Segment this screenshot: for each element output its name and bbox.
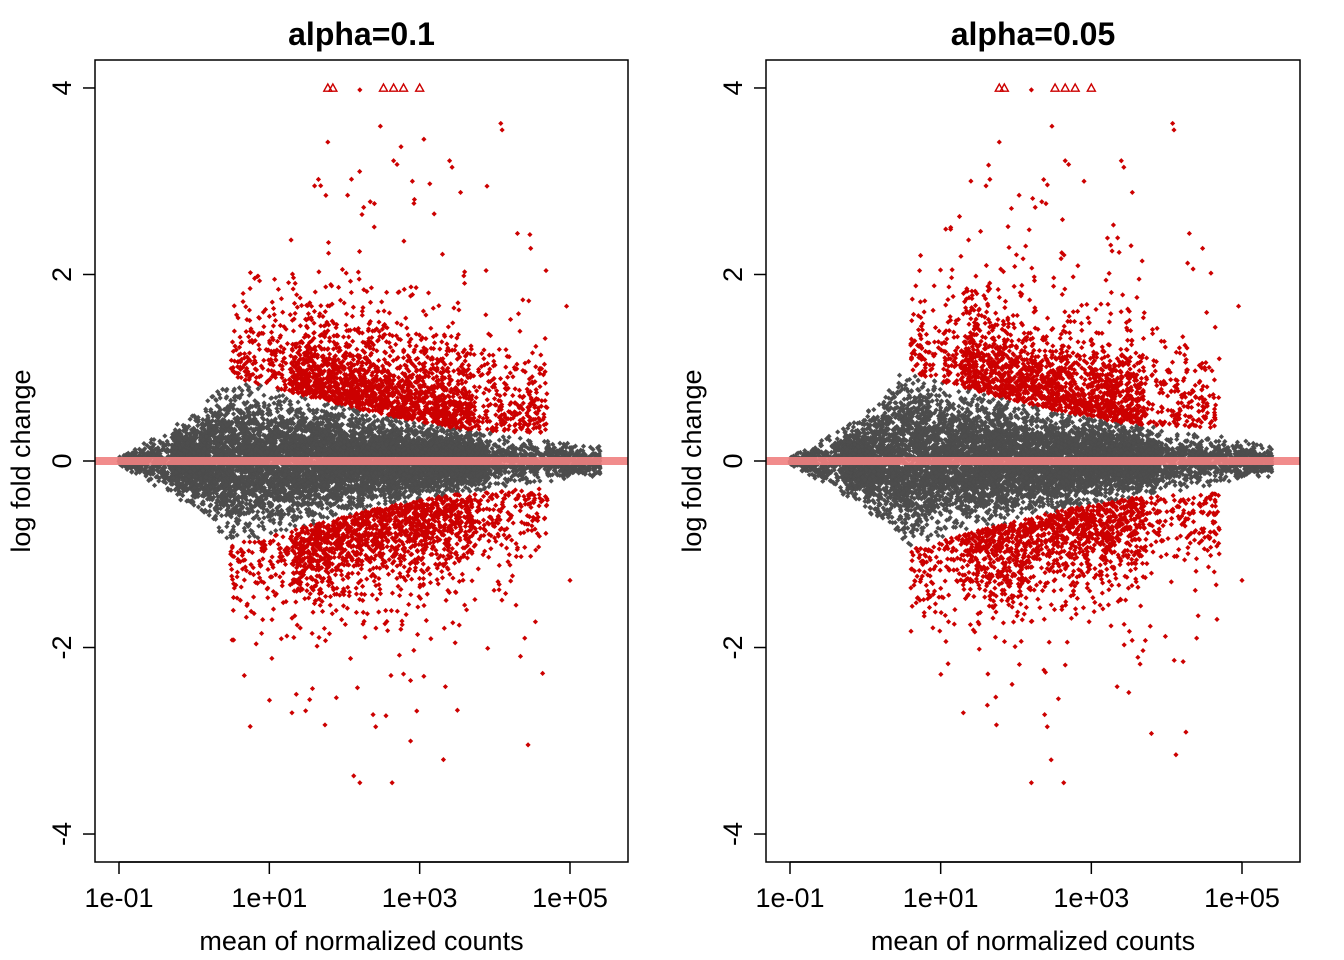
points-layer: [116, 84, 602, 785]
nonsig-point: [507, 435, 512, 440]
nonsig-point: [175, 422, 180, 427]
nonsig-point: [219, 513, 224, 518]
nonsig-point: [256, 523, 261, 528]
nonsig-point: [162, 433, 167, 438]
nonsig-point: [549, 478, 554, 483]
nonsig-point: [205, 398, 210, 403]
nonsig-point: [231, 411, 236, 416]
nonsig-point: [225, 520, 230, 525]
nonsig-point: [287, 522, 292, 527]
nonsig-point: [532, 479, 537, 484]
nonsig-point: [512, 478, 517, 483]
nonsig-point: [178, 497, 183, 502]
nonsig-point: [261, 515, 266, 520]
nonsig-point: [581, 444, 586, 449]
nonsig-point: [273, 528, 278, 533]
ma-plot-panel-alpha-0.1: 1e-01 1e+01 1e+03 1e+05-4-2024alpha=0.1mean…: [6, 16, 628, 956]
nonsig-point: [268, 530, 273, 535]
nonsig-point: [305, 402, 310, 407]
nonsig-point: [152, 483, 157, 488]
nonsig-point: [364, 413, 369, 418]
nonsig-point: [518, 436, 523, 441]
nonsig-point: [247, 534, 252, 539]
